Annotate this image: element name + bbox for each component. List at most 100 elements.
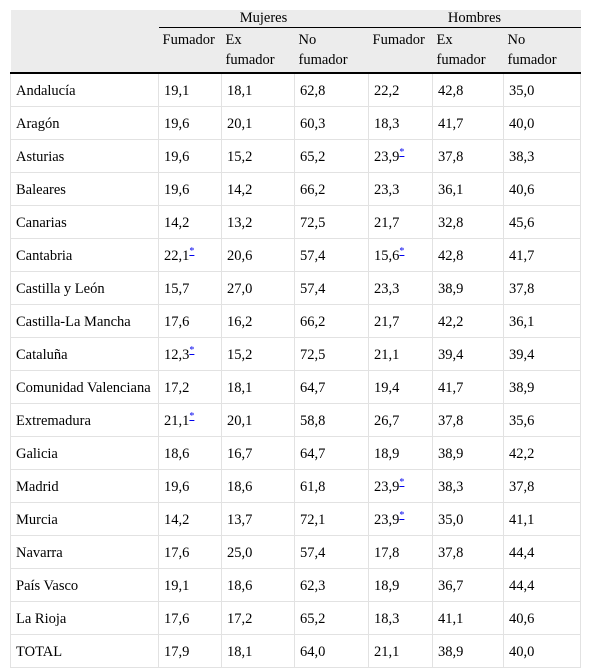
row-label: Comunidad Valenciana [10, 370, 159, 404]
cell: 37,8 [503, 271, 582, 305]
row-label: Cataluña [10, 337, 159, 371]
cell: 40,6 [503, 172, 582, 206]
table-row: Castilla-La Mancha 17,6 16,2 66,2 21,7 42,2 36… [10, 304, 582, 338]
cell: 37,8 [432, 535, 505, 569]
cell: 27,0 [221, 271, 295, 305]
cell: 16,2 [221, 304, 295, 338]
footnote-link[interactable]: * [189, 345, 195, 357]
cell: 18,3 [368, 106, 434, 140]
corner [10, 27, 159, 74]
cell: 32,8 [432, 205, 505, 239]
group-row: Mujeres Hombres [10, 10, 581, 28]
cell: 19,6 [158, 139, 222, 173]
cell: 13,2 [221, 205, 295, 239]
column-header: No fumador [294, 27, 369, 74]
footnote-link[interactable]: * [399, 147, 405, 159]
cell-value: 15,6 [374, 248, 400, 264]
cell: 42,2 [503, 436, 582, 470]
footnote-link[interactable]: * [399, 510, 405, 522]
row-label: Extremadura [10, 403, 159, 437]
cell: 15,2 [221, 337, 295, 371]
table-row: Baleares 19,6 14,2 66,2 23,3 36,1 40,6 [10, 172, 582, 206]
cell: 12,3* [158, 337, 222, 371]
cell: 19,6 [158, 469, 222, 503]
cell: 18,6 [158, 436, 222, 470]
cell: 40,0 [503, 634, 582, 668]
table-head: Mujeres Hombres Fumador Ex fumador No fumad… [10, 10, 581, 74]
cell: 22,1* [158, 238, 222, 272]
cell: 38,9 [432, 436, 505, 470]
cell: 65,2 [293, 139, 370, 173]
group-header: Mujeres [158, 10, 369, 28]
table-row: TOTAL 17,9 18,1 64,0 21,1 38,9 40,0 [10, 634, 582, 668]
cell: 23,3 [368, 172, 434, 206]
cell-value: 23,9 [374, 149, 400, 165]
cell: 38,9 [503, 370, 582, 404]
cell: 72,5 [293, 337, 370, 371]
table-body: Andalucía 19,1 18,1 62,8 22,2 42,8 35,0 Aragón 1… [10, 72, 582, 668]
cell: 42,2 [432, 304, 505, 338]
table-row: Murcia 14,2 13,7 72,1 23,9* 35,0 41,1 [10, 502, 582, 536]
cell: 21,7 [368, 304, 434, 338]
row-label: Andalucía [10, 72, 159, 107]
cell-value: 23,9 [374, 512, 400, 528]
cell-value: 12,3 [164, 347, 190, 363]
cell: 57,4 [293, 535, 370, 569]
table-row: Aragón 19,6 20,1 60,3 18,3 41,7 40,0 [10, 106, 582, 140]
cell: 20,1 [221, 106, 295, 140]
cell: 38,9 [432, 271, 505, 305]
footnote-link[interactable]: * [399, 246, 405, 258]
row-label: Aragón [10, 106, 159, 140]
table-row: Castilla y León 15,7 27,0 57,4 23,3 38,9 37,8 [10, 271, 582, 305]
cell: 18,3 [368, 601, 434, 635]
table-row: Cataluña 12,3* 15,2 72,5 21,1 39,4 39,4 [10, 337, 582, 371]
cell: 36,1 [432, 172, 505, 206]
cell: 23,3 [368, 271, 434, 305]
column-header: No fumador [503, 27, 581, 74]
cell: 41,1 [503, 502, 582, 536]
cell: 18,9 [368, 436, 434, 470]
footnote-link[interactable]: * [399, 477, 405, 489]
column-header: Ex fumador [432, 27, 504, 74]
footnote-link[interactable]: * [189, 411, 195, 423]
cell: 42,8 [432, 238, 505, 272]
cell: 41,1 [432, 601, 505, 635]
footnote-link[interactable]: * [189, 246, 195, 258]
cell: 18,9 [368, 568, 434, 602]
cell: 41,7 [432, 106, 505, 140]
column-header: Fumador [158, 27, 222, 74]
cell: 41,7 [432, 370, 505, 404]
cell: 26,7 [368, 403, 434, 437]
cell: 21,7 [368, 205, 434, 239]
table-row: Navarra 17,6 25,0 57,4 17,8 37,8 44,4 [10, 535, 582, 569]
cell: 21,1* [158, 403, 222, 437]
cell: 42,8 [432, 72, 505, 107]
cell: 60,3 [293, 106, 370, 140]
cell: 15,2 [221, 139, 295, 173]
cell: 19,6 [158, 172, 222, 206]
row-label: Madrid [10, 469, 159, 503]
group-header: Hombres [368, 10, 581, 28]
cell: 14,2 [158, 502, 222, 536]
data-table: Mujeres Hombres Fumador Ex fumador No fumad… [10, 10, 582, 668]
cell: 35,0 [503, 72, 582, 107]
cell: 17,6 [158, 535, 222, 569]
cell: 72,1 [293, 502, 370, 536]
cell: 37,8 [432, 139, 505, 173]
row-label: Navarra [10, 535, 159, 569]
cell: 37,8 [432, 403, 505, 437]
cell: 35,0 [432, 502, 505, 536]
row-label: Cantabria [10, 238, 159, 272]
cell: 62,3 [293, 568, 370, 602]
row-label: Canarias [10, 205, 159, 239]
row-label: Castilla y León [10, 271, 159, 305]
cell: 36,1 [503, 304, 582, 338]
cell: 19,1 [158, 568, 222, 602]
row-label: Asturias [10, 139, 159, 173]
cell: 25,0 [221, 535, 295, 569]
cell: 18,1 [221, 72, 295, 107]
cell: 13,7 [221, 502, 295, 536]
cell-value: 23,9 [374, 479, 400, 495]
cell: 21,1 [368, 634, 434, 668]
